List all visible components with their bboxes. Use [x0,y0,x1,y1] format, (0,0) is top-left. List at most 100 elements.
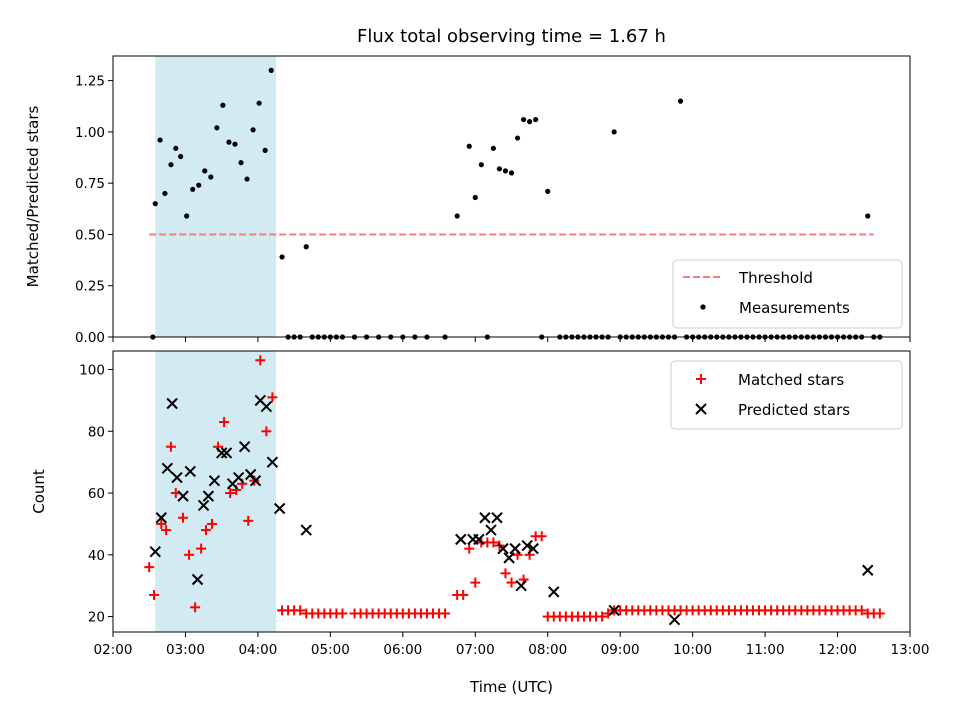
matched-star-point [255,355,266,366]
x-b [668,613,681,626]
measurement-point [279,254,285,260]
y-tick-label: 20 [88,610,105,626]
matched-star-point [178,512,189,523]
x-b [521,539,533,552]
predicted-star-point [197,499,210,512]
predicted-star-point [479,512,491,524]
measurement-point [677,98,684,104]
x-b [208,474,221,487]
x-b [266,456,279,468]
x-tick-label: 08:00 [528,642,567,658]
measurement-point [268,67,274,73]
measurement-point [514,135,521,141]
predicted-star-point [177,490,189,502]
predicted-star-point [215,447,228,459]
predicted-star-point [155,512,168,524]
x-tick-label: 09:00 [601,642,640,658]
x-b [161,462,174,475]
x-b [155,512,168,524]
predicted-star-point [191,573,204,586]
count-legend: Matched stars Predicted stars [670,360,903,430]
measurement-point [472,194,478,201]
y-tick-label: 80 [88,424,105,440]
x-b [548,586,560,598]
y-tick-label: 60 [88,486,105,502]
matched-star-point [500,568,511,579]
ratio-y-ticks: 0.00 0.25 0.50 0.75 1.00 1.25 [75,74,113,346]
predicted-star-point [527,542,539,555]
measurement-point [502,168,509,174]
count-points [144,355,885,626]
matched-star-point [200,525,211,536]
measurement-point [214,125,220,131]
x-b [215,447,228,459]
x-b [220,447,233,459]
predicted-star-point [497,542,509,555]
matched-star-point [267,392,278,403]
predicted-star-point [300,524,312,536]
highlight-span-top [155,56,277,337]
ratio-y-axis-label: Matched/Predicted stars [24,106,42,288]
predicted-star-point [260,400,273,413]
predicted-star-point [503,552,515,564]
measurement-point [496,166,503,172]
y-tick-label: 0.75 [75,176,105,192]
x-b [202,490,215,502]
x-tick-label: 03:00 [166,642,205,658]
matched-star-point [337,608,348,619]
count-x-ticks: 02:00 03:00 04:00 05:00 06:00 07:00 08:00 09:00… [94,632,930,658]
measurement-point [190,186,196,192]
legend-matched-label: Matched stars [738,371,844,389]
matched-star-point [488,537,499,548]
matched-star-point [144,562,155,573]
measurement-point [162,190,168,197]
measurement-point [520,116,527,123]
x-b [273,502,286,515]
measurement-point [545,188,551,194]
count-panel: 20 40 60 80 100 02:00 03:00 04:00 05:00 06:00 07:… [30,350,930,696]
x-b [479,512,491,524]
x-b [300,524,312,536]
y-tick-label: 1.00 [75,125,105,141]
x-b [249,474,262,487]
predicted-star-point [491,512,503,524]
matched-star-point [261,426,272,437]
highlight-span-bottom [155,351,277,632]
predicted-star-point [249,474,262,487]
measurement-point [303,244,309,250]
legend-measurements-label: Measurements [739,299,850,317]
count-y-ticks: 20 40 60 80 100 [79,363,113,626]
y-tick-label: 0.50 [75,227,105,243]
measurement-point [208,174,214,180]
predicted-star-point [220,447,233,459]
measurement-point [250,127,256,133]
ratio-axes-frame [112,55,911,338]
matched-star-point [458,589,469,600]
predicted-star-point [515,579,527,592]
measurement-point [184,213,190,219]
x-tick-label: 13:00 [891,642,930,658]
measurement-point [490,145,496,151]
x-b [608,604,620,617]
y-tick-label: 0.00 [75,330,105,346]
predicted-star-point [473,533,485,546]
matched-star-point [464,543,475,554]
measurement-point [527,119,533,125]
x-b [171,471,183,484]
predicted-star-point [161,462,174,475]
x-tick-label: 12:00 [818,642,857,658]
matched-star-point [190,602,201,613]
legend-box [670,360,903,430]
x-tick-label: 07:00 [456,642,495,658]
predicted-star-point [608,604,620,617]
matched-star-point [597,611,608,622]
predicted-star-point [149,546,161,558]
predicted-star-point [668,613,681,626]
x-b [238,441,251,453]
x-b [260,400,273,413]
x-b [254,394,267,407]
x-b [491,512,503,524]
measurement-point [244,176,250,182]
x-b [244,468,257,481]
x-b [197,499,210,512]
